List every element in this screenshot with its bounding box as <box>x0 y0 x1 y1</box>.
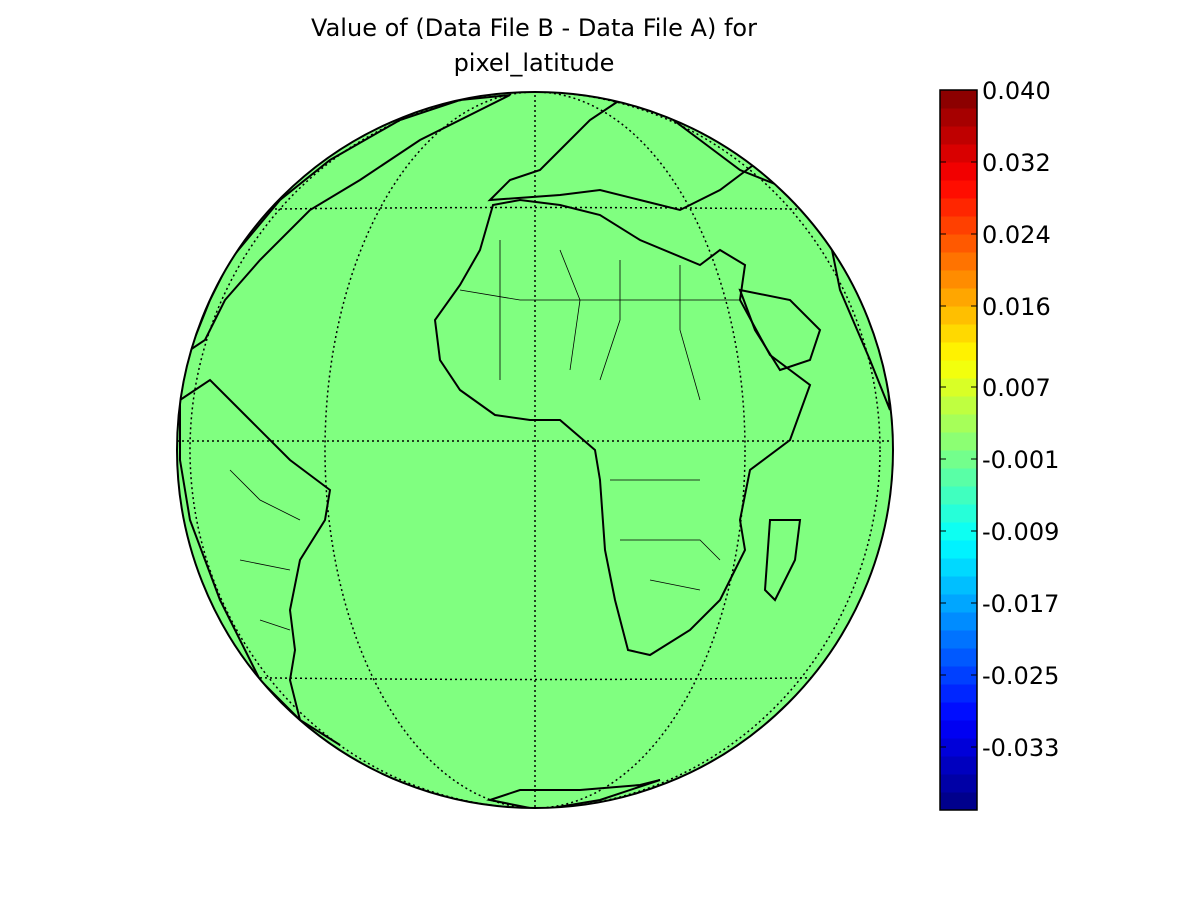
colorbar-band <box>940 414 977 433</box>
colorbar-band <box>940 594 977 613</box>
colorbar-band <box>940 450 977 469</box>
meridian <box>189 92 881 808</box>
colorbar-band <box>940 576 977 595</box>
colorbar-band <box>940 468 977 487</box>
parallel <box>199 676 871 681</box>
graticule <box>177 92 893 808</box>
colorbar-band <box>940 612 977 631</box>
title-line: Value of (Data File B - Data File A) for <box>311 14 757 42</box>
colorbar-band <box>940 522 977 541</box>
colorbar-band <box>940 432 977 451</box>
meridian <box>324 92 746 808</box>
colorbar-band <box>940 378 977 397</box>
north-america <box>187 94 511 353</box>
coastlines <box>179 94 891 808</box>
colorbar-tick-label: 0.016 <box>982 293 1051 321</box>
colorbar-tick-label: -0.025 <box>982 662 1059 690</box>
borders <box>229 240 740 631</box>
south-america <box>179 378 341 746</box>
colorbar-band <box>940 324 977 343</box>
colorbar-band <box>940 540 977 559</box>
colorbar-tick-label: -0.009 <box>982 518 1059 546</box>
colorbar-frame <box>939 89 978 811</box>
colorbar-band <box>940 144 977 163</box>
eurasia <box>487 98 891 411</box>
colorbar-band <box>940 738 977 757</box>
globe-outline <box>176 91 894 809</box>
africa <box>433 198 812 657</box>
colorbar-band <box>940 666 977 685</box>
colorbar-band <box>940 774 977 793</box>
colorbar-band <box>940 702 977 721</box>
colorbar-tick-label: -0.001 <box>982 446 1059 474</box>
colorbar-band <box>940 504 977 523</box>
colorbar-tick-label: 0.032 <box>982 149 1051 177</box>
colorbar-band <box>940 630 977 649</box>
colorbar-band <box>940 792 977 811</box>
madagascar <box>763 519 802 602</box>
colorbar-band <box>940 558 977 577</box>
colorbar-band <box>940 234 977 253</box>
title-line: pixel_latitude <box>454 49 615 77</box>
colorbar-band <box>940 288 977 307</box>
colorbar-band <box>940 216 977 235</box>
border <box>459 289 740 301</box>
antarctica <box>486 779 661 808</box>
border <box>499 240 721 591</box>
colorbar <box>940 90 977 811</box>
colorbar-band <box>940 198 977 217</box>
arabia <box>738 288 822 372</box>
colorbar-band <box>940 720 977 739</box>
colorbar-band <box>940 684 977 703</box>
border <box>229 469 301 631</box>
colorbar-band <box>940 126 977 145</box>
colorbar-band <box>940 108 977 127</box>
colorbar-band <box>940 162 977 181</box>
parallel <box>199 206 871 211</box>
colorbar-tick-label: 0.024 <box>982 221 1051 249</box>
colorbar-band <box>940 306 977 325</box>
colorbar-band <box>940 270 977 289</box>
colorbar-tick-label: 0.040 <box>982 77 1051 105</box>
colorbar-tick-label: 0.007 <box>982 374 1051 402</box>
colorbar-band <box>940 90 977 109</box>
colorbar-band <box>940 342 977 361</box>
colorbar-band <box>940 180 977 199</box>
colorbar-tick-label: -0.017 <box>982 590 1059 618</box>
colorbar-band <box>940 648 977 667</box>
colorbar-band <box>940 486 977 505</box>
colorbar-band <box>940 252 977 271</box>
colorbar-band <box>940 756 977 775</box>
colorbar-tick-label: -0.033 <box>982 734 1059 762</box>
colorbar-band <box>940 360 977 379</box>
colorbar-band <box>940 396 977 415</box>
